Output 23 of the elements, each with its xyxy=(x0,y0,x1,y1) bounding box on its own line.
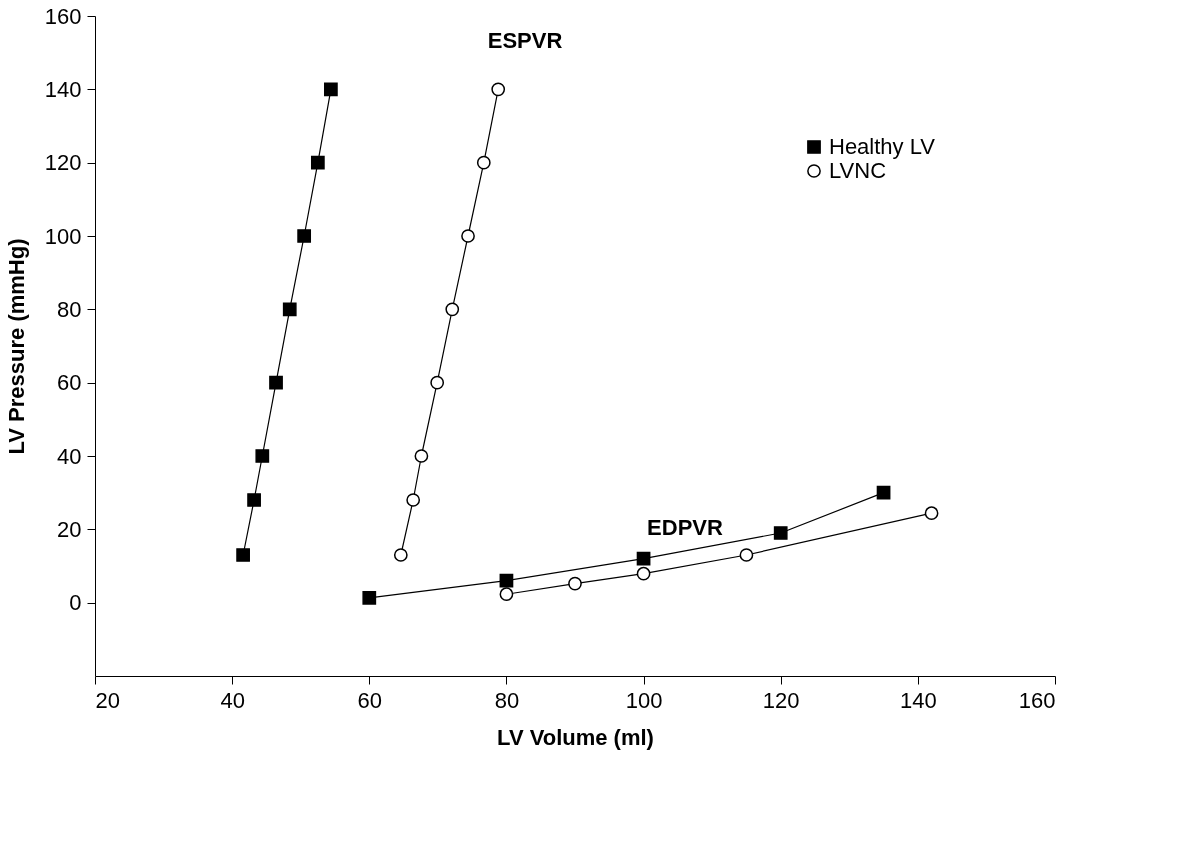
y-tick-label: 20 xyxy=(57,516,82,542)
x-tick-label: 160 xyxy=(1018,687,1056,713)
annotation: ESPVR xyxy=(487,28,563,53)
y-tick-label: 100 xyxy=(44,223,82,249)
y-tick-label: 40 xyxy=(57,443,82,469)
x-tick-label: 40 xyxy=(220,687,245,713)
x-tick-label: 120 xyxy=(762,687,800,713)
legend-label: LVNC xyxy=(829,158,887,183)
x-tick-label: 80 xyxy=(494,687,520,713)
y-tick-label: 140 xyxy=(44,76,82,102)
y-tick-label: 120 xyxy=(44,150,82,176)
y-tick-label: 0 xyxy=(69,590,82,616)
x-tick-label: 60 xyxy=(357,687,383,713)
annotation: EDPVR xyxy=(647,515,724,540)
y-tick-label: 80 xyxy=(57,296,82,322)
y-tick-label: 160 xyxy=(44,3,82,29)
y-axis-title: LV Pressure (mmHg) xyxy=(3,238,29,455)
x-tick-label: 100 xyxy=(625,687,663,713)
x-axis-title: LV Volume (ml) xyxy=(497,724,654,750)
x-tick-label: 20 xyxy=(95,687,120,713)
y-tick-label: 60 xyxy=(57,370,82,396)
legend-label: Healthy LV xyxy=(829,134,936,159)
x-tick-label: 140 xyxy=(900,687,937,713)
